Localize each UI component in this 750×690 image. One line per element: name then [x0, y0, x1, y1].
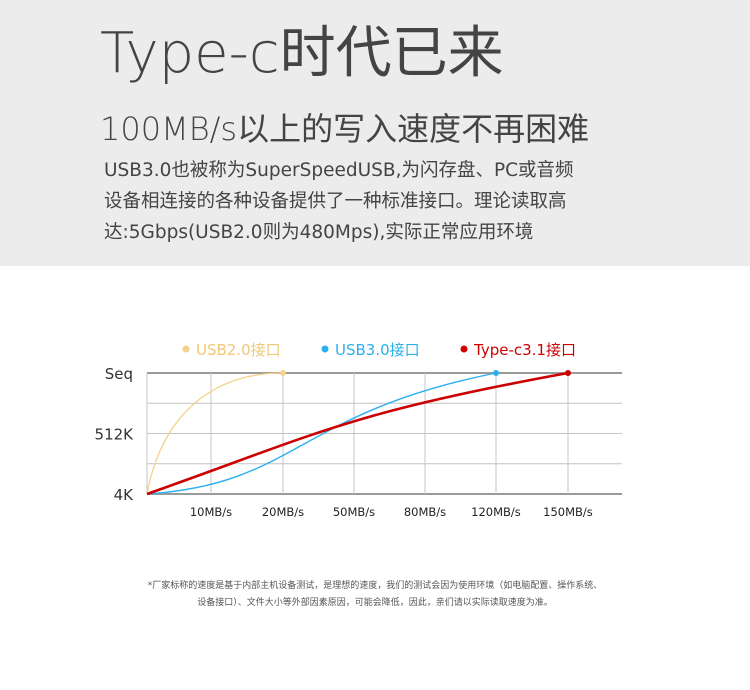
series-endpoint — [280, 370, 286, 376]
chart-axes: 4K 512K Seq 10MB/s 20MB/s 50MB/s 80MB/s 120MB/s… — [95, 365, 593, 519]
series-endpoint — [493, 370, 499, 376]
series-endpoint — [565, 370, 571, 376]
series-line — [146, 371, 569, 496]
description: USB3.0也被称为SuperSpeedUSB,为闪存盘、PC或音频 设备相连接… — [104, 155, 664, 248]
footnote-line: *厂家标称的速度是基于内部主机设备测试，是理想的速度，我们的测试会因为使用环境（… — [147, 581, 603, 591]
x-tick-label: 120MB/s — [471, 505, 521, 519]
footnote-line: 设备接口）、文件大小等外部因素原因，可能会降低，因此，亲们请以实际读取速度为准。 — [197, 598, 553, 608]
y-tick-label: 4K — [114, 486, 135, 504]
legend-label: USB3.0接口 — [335, 341, 420, 359]
page-title: Type-c时代已来 — [100, 21, 504, 86]
speed-chart: 4K 512K Seq 10MB/s 20MB/s 50MB/s 80MB/s 120MB/s… — [0, 320, 750, 540]
legend-label: Type-c3.1接口 — [473, 341, 576, 359]
description-line: 达:5Gbps(USB2.0则为480Mps),实际正常应用环境 — [104, 222, 534, 243]
legend-marker — [321, 345, 329, 353]
y-tick-label: Seq — [105, 365, 133, 383]
description-line: 设备相连接的各种设备提供了一种标准接口。理论读取高 — [104, 191, 567, 212]
x-tick-label: 20MB/s — [262, 505, 304, 519]
legend-label: USB2.0接口 — [196, 341, 281, 359]
footnote: *厂家标称的速度是基于内部主机设备测试，是理想的速度，我们的测试会因为使用环境（… — [0, 578, 750, 612]
chart-series — [146, 370, 571, 496]
page-subtitle: 100MB/s以上的写入速度不再困难 — [100, 110, 590, 148]
x-tick-label: 80MB/s — [404, 505, 446, 519]
legend-marker — [182, 345, 190, 353]
series-line — [146, 372, 497, 495]
speed-chart-svg: 4K 512K Seq 10MB/s 20MB/s 50MB/s 80MB/s 120MB/s… — [95, 341, 622, 519]
chart-grid — [146, 372, 622, 495]
legend-marker — [460, 345, 468, 353]
series-line — [146, 372, 284, 495]
x-tick-label: 50MB/s — [333, 505, 375, 519]
description-line: USB3.0也被称为SuperSpeedUSB,为闪存盘、PC或音频 — [104, 160, 574, 181]
header-banner: Type-c时代已来 100MB/s以上的写入速度不再困难 USB3.0也被称为… — [0, 0, 750, 266]
x-tick-label: 150MB/s — [543, 505, 593, 519]
y-tick-label: 512K — [95, 426, 135, 444]
x-tick-label: 10MB/s — [190, 505, 232, 519]
chart-legend: USB2.0接口 USB3.0接口 Type-c3.1接口 — [182, 341, 576, 359]
